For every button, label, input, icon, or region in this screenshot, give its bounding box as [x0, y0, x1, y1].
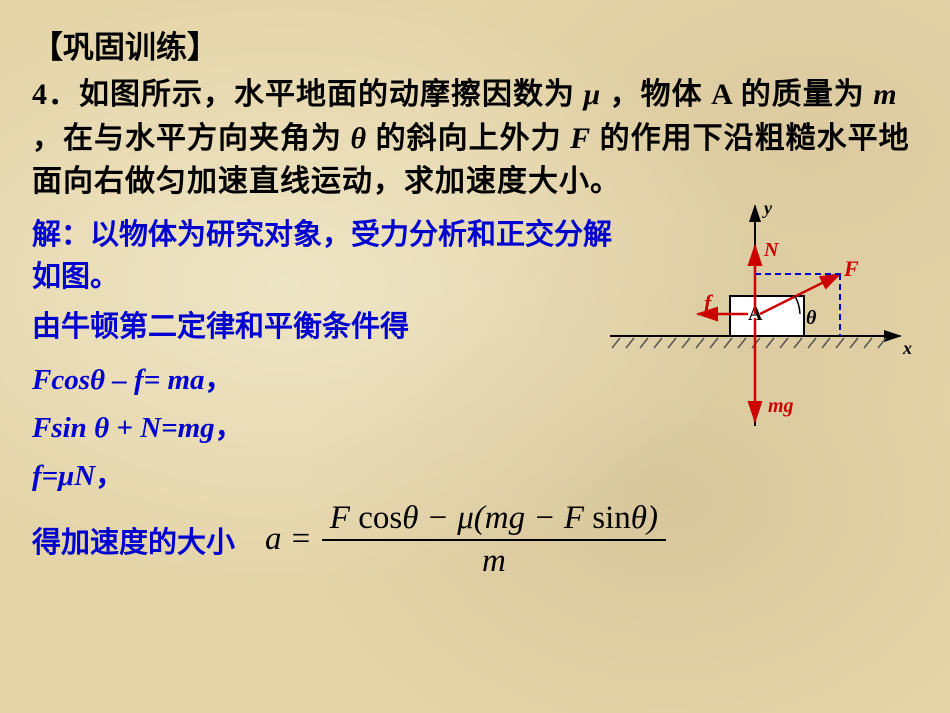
equation-3: f=μN，: [32, 452, 918, 494]
final-equation: a = F cosθ − μ(mg − F sinθ) m: [265, 500, 666, 580]
svg-text:f: f: [704, 290, 714, 315]
problem-text: 4．如图所示，水平地面的动摩擦因数为 μ ，物体 A 的质量为 m ，在与水平方…: [32, 73, 918, 204]
fraction-denominator: m: [482, 541, 506, 580]
force-diagram: x y A N mg f F θ: [600, 196, 920, 436]
final-label: 得加速度的大小: [32, 519, 235, 561]
svg-text:y: y: [762, 198, 773, 218]
solution-line-1: 解：以物体为研究对象，受力分析和正交分解如图。: [32, 214, 612, 298]
svg-text:F: F: [843, 256, 859, 281]
section-title: 【巩固训练】: [32, 22, 918, 67]
fraction-numerator: F cosθ − μ(mg − F sinθ): [322, 500, 666, 539]
svg-text:N: N: [763, 239, 780, 261]
svg-text:x: x: [902, 338, 912, 358]
svg-text:θ: θ: [806, 307, 817, 329]
svg-text:mg: mg: [768, 395, 794, 417]
